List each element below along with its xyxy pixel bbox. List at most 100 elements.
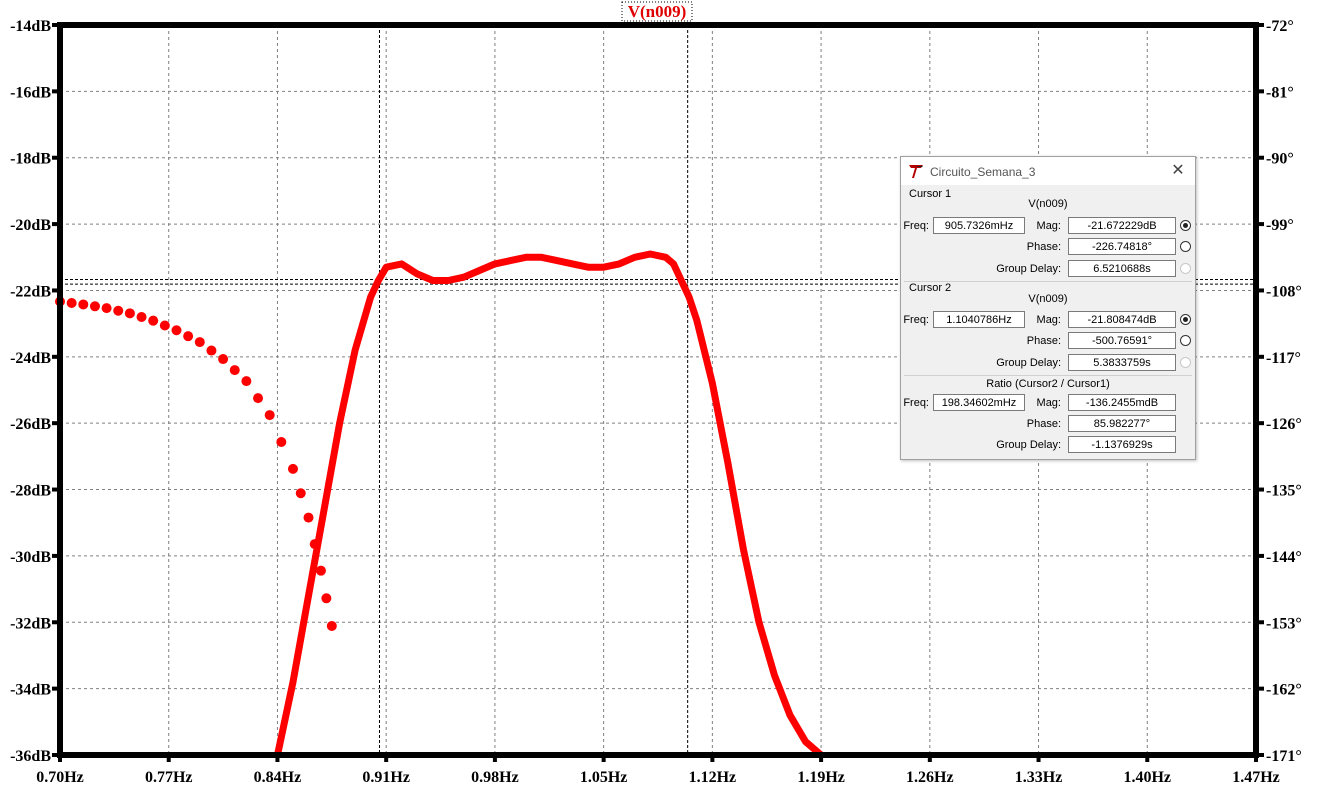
y-left-tick-label: -14dB: [10, 18, 51, 35]
cursor1-phase-label: Phase:: [1026, 241, 1061, 253]
x-tick-label: 1.19Hz: [797, 769, 845, 786]
cursor1-group-delay-field[interactable]: 6.5210688s: [1068, 260, 1176, 277]
y-right-tick-label: -117°: [1266, 350, 1301, 367]
ratio-phase-label: Phase:: [1026, 418, 1061, 430]
ratio-title: Ratio (Cursor2 / Cursor1): [986, 378, 1110, 390]
phase-trace-point: [66, 297, 77, 308]
phase-trace-point: [326, 620, 337, 631]
ltspice-logo-icon: [909, 165, 923, 178]
cursor1-mag-radio[interactable]: [1180, 220, 1191, 231]
phase-trace-point: [229, 365, 240, 376]
phase-trace-point: [89, 301, 100, 312]
phase-trace-point: [78, 299, 89, 310]
phase-trace-point: [309, 539, 320, 550]
cursor2-group-delay-radio[interactable]: [1180, 357, 1191, 368]
x-tick-label: 1.40Hz: [1123, 769, 1171, 786]
cursor2-phase-field[interactable]: -500.76591°: [1068, 332, 1176, 349]
y-left-tick-label: -32dB: [10, 615, 51, 632]
cursor2-trace-name: V(n009): [1028, 293, 1068, 305]
y-left-tick-label: -22dB: [10, 283, 51, 300]
y-right-tick-label: -135°: [1266, 483, 1302, 500]
y-right-tick-label: -126°: [1266, 416, 1302, 433]
x-tick-label: 0.84Hz: [254, 769, 302, 786]
cursor1-phase-field[interactable]: -226.74818°: [1068, 238, 1176, 255]
y-right-tick-label: -72°: [1266, 18, 1294, 35]
traces: [55, 250, 825, 759]
y-right-tick-label: -153°: [1266, 615, 1302, 632]
window-titlebar[interactable]: Circuito_Semana_3 ✕: [901, 157, 1195, 185]
y-left-tick-label: -26dB: [10, 416, 51, 433]
cursor1-group-label: Cursor 1: [909, 188, 952, 200]
y-left-tick-label: -16dB: [10, 84, 51, 101]
y-right-tick-label: -162°: [1266, 682, 1302, 699]
ratio-mag-field[interactable]: -136.2455mdB: [1068, 394, 1176, 411]
cursor2-mag-label: Mag:: [1036, 314, 1061, 326]
x-tick-label: 1.12Hz: [689, 769, 737, 786]
y-left-tick-label: -34dB: [10, 682, 51, 699]
phase-trace-point: [206, 345, 217, 356]
ratio-freq-field[interactable]: 198.34602mHz: [933, 394, 1025, 411]
phase-trace-point: [183, 331, 194, 342]
window-title: Circuito_Semana_3: [930, 165, 1036, 179]
separator: [904, 375, 1192, 376]
x-tick-label: 0.98Hz: [471, 769, 519, 786]
cursor2-group-delay-label: Group Delay:: [996, 357, 1061, 369]
ratio-phase-field[interactable]: 85.982277°: [1068, 415, 1176, 432]
close-icon[interactable]: ✕: [1171, 162, 1185, 179]
magnitude-trace-line[interactable]: [274, 250, 825, 759]
cursor2-group-delay-field[interactable]: 5.3833759s: [1068, 354, 1176, 371]
cursor1-trace-name: V(n009): [1028, 198, 1068, 210]
x-tick-label: 1.26Hz: [906, 769, 954, 786]
phase-trace-point: [303, 512, 314, 523]
y-left-tick-label: -28dB: [10, 483, 51, 500]
cursor1-phase-radio[interactable]: [1180, 241, 1191, 252]
cursor1-group-delay-label: Group Delay:: [996, 263, 1061, 275]
cursor2-phase-radio[interactable]: [1180, 335, 1191, 346]
trace-title-group[interactable]: V(n009): [621, 1, 693, 22]
phase-trace-point: [194, 337, 205, 348]
axis-labels: 0.70Hz 0.77Hz 0.84Hz 0.91Hz 0.98Hz 1.05Hz 1.12…: [10, 18, 1302, 786]
cursor1-mag-label: Mag:: [1036, 220, 1061, 232]
phase-trace-point: [295, 488, 306, 499]
cursor2-group-label: Cursor 2: [909, 282, 952, 294]
phase-trace-point: [241, 376, 252, 387]
cursor2-mag-field[interactable]: -21.808474dB: [1068, 311, 1176, 328]
y-left-tick-label: -36dB: [10, 748, 51, 765]
phase-trace-point: [101, 303, 112, 314]
y-right-tick-label: -108°: [1266, 283, 1302, 300]
phase-trace-point: [218, 354, 229, 365]
cursor1-mag-field[interactable]: -21.672229dB: [1068, 217, 1176, 234]
phase-trace-point: [315, 565, 326, 576]
ratio-group-delay-field[interactable]: -1.1376929s: [1068, 436, 1176, 453]
cursor2-freq-field[interactable]: 1.1040786Hz: [933, 311, 1025, 328]
phase-trace-point: [148, 315, 159, 326]
cursor2-freq-label: Freq:: [903, 314, 929, 326]
phase-trace-point: [287, 463, 298, 474]
trace-title[interactable]: V(n009): [628, 2, 687, 21]
cursor2-mag-radio[interactable]: [1180, 314, 1191, 325]
x-tick-label: 0.70Hz: [36, 769, 84, 786]
y-left-tick-label: -30dB: [10, 549, 51, 566]
phase-trace-point: [253, 393, 264, 404]
phase-trace-point: [171, 325, 182, 336]
phase-trace-point: [276, 436, 287, 447]
x-tick-label: 0.77Hz: [145, 769, 193, 786]
cursor1-group-delay-radio[interactable]: [1180, 263, 1191, 274]
y-left-tick-label: -24dB: [10, 350, 51, 367]
axis-ticks: [52, 23, 1264, 762]
cursor2-phase-label: Phase:: [1026, 335, 1061, 347]
y-right-tick-label: -90°: [1266, 151, 1294, 168]
y-left-tick-label: -18dB: [10, 151, 51, 168]
cursor1-freq-label: Freq:: [903, 220, 929, 232]
cursor1-freq-field[interactable]: 905.7326mHz: [933, 217, 1025, 234]
x-tick-label: 1.33Hz: [1015, 769, 1063, 786]
ratio-freq-label: Freq:: [903, 397, 929, 409]
x-tick-label: 1.05Hz: [580, 769, 628, 786]
phase-trace-point: [124, 308, 135, 319]
phase-trace-point: [264, 410, 275, 421]
cursor-window[interactable]: Circuito_Semana_3 ✕ Cursor 1 V(n009) Fre…: [900, 156, 1196, 460]
y-right-tick-label: -81°: [1266, 84, 1294, 101]
y-right-tick-label: -144°: [1266, 549, 1302, 566]
phase-trace-point: [136, 312, 147, 322]
phase-trace-point: [113, 305, 124, 316]
